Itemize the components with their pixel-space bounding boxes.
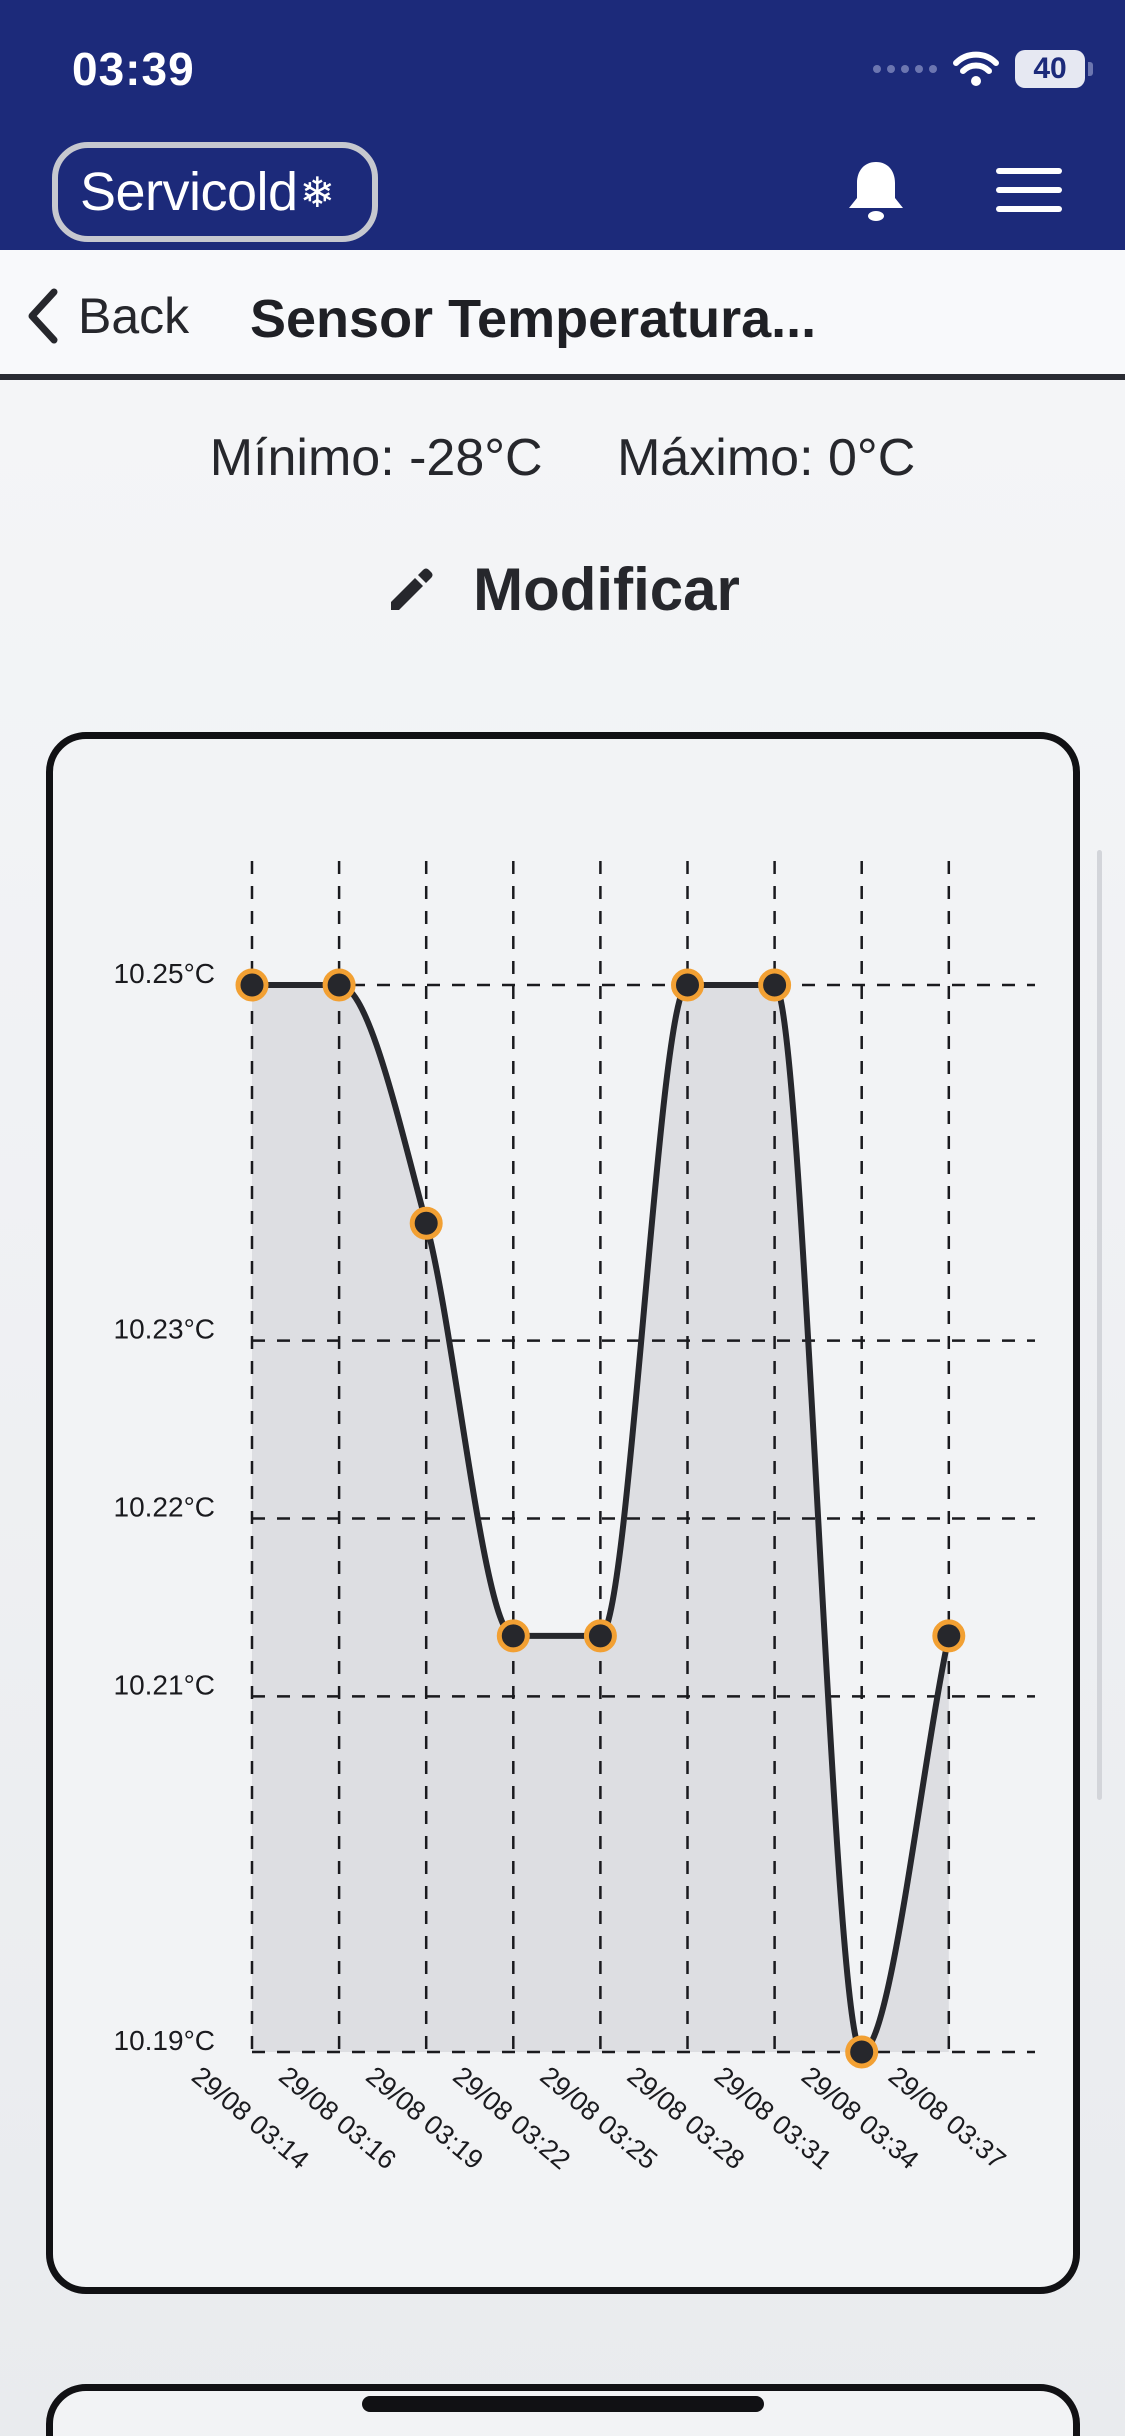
data-point <box>496 1619 530 1653</box>
y-axis-tick-label: 10.25°C <box>114 958 216 989</box>
home-indicator[interactable] <box>362 2396 764 2412</box>
battery-icon: 40 <box>1015 50 1093 88</box>
hamburger-menu-icon[interactable] <box>996 165 1062 215</box>
battery-level: 40 <box>1033 52 1067 85</box>
logo-text: Servicold <box>80 162 298 222</box>
series-line <box>249 982 952 2055</box>
data-point <box>322 968 356 1002</box>
wifi-icon <box>953 51 999 86</box>
data-point <box>932 1619 966 1653</box>
snowflake-icon: ❄ <box>299 168 335 216</box>
back-label: Back <box>78 288 190 344</box>
page-title: Sensor Temperatura... <box>250 289 817 349</box>
bell-icon[interactable] <box>840 156 912 228</box>
data-point <box>845 2035 879 2069</box>
chart-area-fill <box>252 985 949 2052</box>
app-header: 03:39 40 Servicold ❄ <box>0 0 1125 250</box>
pencil-icon <box>391 568 433 610</box>
cellular-signal-icon <box>873 65 937 73</box>
data-point <box>671 968 704 1002</box>
secondary-card <box>46 2384 1080 2436</box>
status-time: 03:39 <box>72 43 195 95</box>
temperature-chart-card: 10.25°C 10.23°C 10.22°C 10.21°C 10.19°C 29/08… <box>46 732 1080 2294</box>
data-point <box>758 968 792 1002</box>
max-temperature: Máximo: 0°C <box>617 429 916 487</box>
nav-bar: Back Sensor Temperatura... <box>0 250 1125 380</box>
data-point <box>583 1619 617 1653</box>
y-axis-tick-label: 10.21°C <box>114 1669 216 1700</box>
chevron-left-icon <box>28 288 58 344</box>
y-axis-tick-label: 10.22°C <box>114 1492 216 1523</box>
data-point <box>235 968 269 1002</box>
temperature-limits: Mínimo: -28°C Máximo: 0°C <box>0 428 1125 488</box>
status-indicators: 40 <box>873 46 1093 92</box>
back-button[interactable]: Back <box>24 286 189 346</box>
data-point <box>409 1206 443 1240</box>
min-temperature: Mínimo: -28°C <box>209 429 543 487</box>
temperature-line-chart: 10.25°C10.23°C10.22°C10.21°C10.19°C29/08… <box>114 861 1035 2175</box>
modify-button[interactable]: Modificar <box>0 555 1125 624</box>
scrollbar[interactable] <box>1097 850 1102 1800</box>
modify-label: Modificar <box>473 556 740 623</box>
servicold-logo[interactable]: Servicold ❄ <box>52 142 378 242</box>
y-axis-tick-label: 10.23°C <box>114 1314 216 1345</box>
y-axis-tick-label: 10.19°C <box>114 2025 216 2056</box>
